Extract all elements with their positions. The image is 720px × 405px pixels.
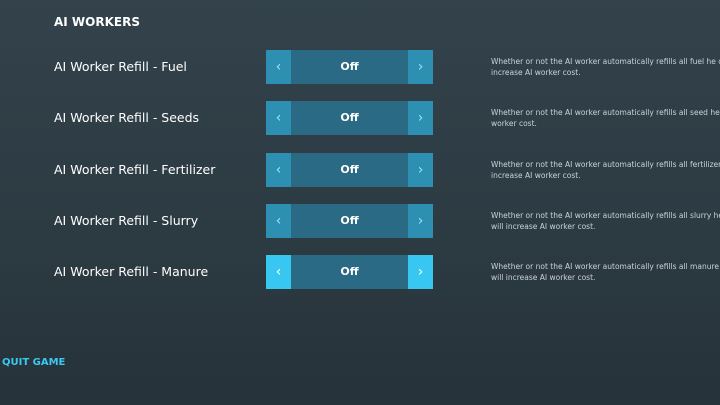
- quit-button[interactable]: QUIT GAME: [2, 357, 66, 368]
- setting-description: Whether or not the AI worker automatical…: [491, 57, 720, 77]
- setting-row: AI Worker Refill - Manure ‹ Off › Whether or…: [0, 255, 720, 290]
- next-button[interactable]: ›: [408, 152, 433, 187]
- option-selector: ‹ Off ›: [266, 50, 433, 84]
- option-selector: ‹ Off ›: [266, 152, 433, 187]
- option-selector: ‹ Off ›: [266, 101, 433, 136]
- option-value: Off: [340, 265, 359, 279]
- prev-button[interactable]: ‹: [266, 101, 291, 136]
- setting-row: AI Worker Refill - Fertilizer ‹ Off › Whethe…: [0, 152, 720, 187]
- prev-button[interactable]: ‹: [266, 50, 291, 84]
- option-value: Off: [340, 60, 359, 73]
- option-value: Off: [340, 111, 359, 125]
- setting-row: AI Worker Refill - Fuel ‹ Off › Whether or n…: [0, 50, 720, 84]
- option-selector: ‹ Off ›: [266, 203, 433, 238]
- setting-description: Whether or not the AI worker automatical…: [491, 262, 720, 283]
- next-button[interactable]: ›: [408, 101, 433, 136]
- option-value: Off: [340, 162, 359, 176]
- setting-label: AI Worker Refill - Manure: [54, 264, 209, 280]
- option-value: Off: [340, 213, 359, 227]
- next-button[interactable]: ›: [408, 255, 433, 290]
- next-button[interactable]: ›: [408, 203, 433, 238]
- setting-label: AI Worker Refill - Fuel: [54, 59, 187, 74]
- setting-row: AI Worker Refill - Seeds ‹ Off › Whether or …: [0, 101, 720, 136]
- setting-row: AI Worker Refill - Slurry ‹ Off › Whether or…: [0, 203, 720, 238]
- setting-label: AI Worker Refill - Fertilizer: [54, 161, 216, 177]
- setting-label: AI Worker Refill - Seeds: [54, 110, 200, 126]
- prev-button[interactable]: ‹: [266, 255, 291, 290]
- setting-description: Whether or not the AI worker automatical…: [491, 210, 720, 231]
- setting-label: AI Worker Refill - Slurry: [54, 212, 199, 228]
- option-selector: ‹ Off ›: [266, 255, 433, 290]
- prev-button[interactable]: ‹: [266, 203, 291, 238]
- section-title: AI WORKERS: [54, 15, 140, 29]
- setting-description: Whether or not the AI worker automatical…: [491, 159, 720, 180]
- prev-button[interactable]: ‹: [266, 152, 291, 187]
- next-button[interactable]: ›: [408, 50, 433, 84]
- setting-description: Whether or not the AI worker automatical…: [491, 108, 720, 129]
